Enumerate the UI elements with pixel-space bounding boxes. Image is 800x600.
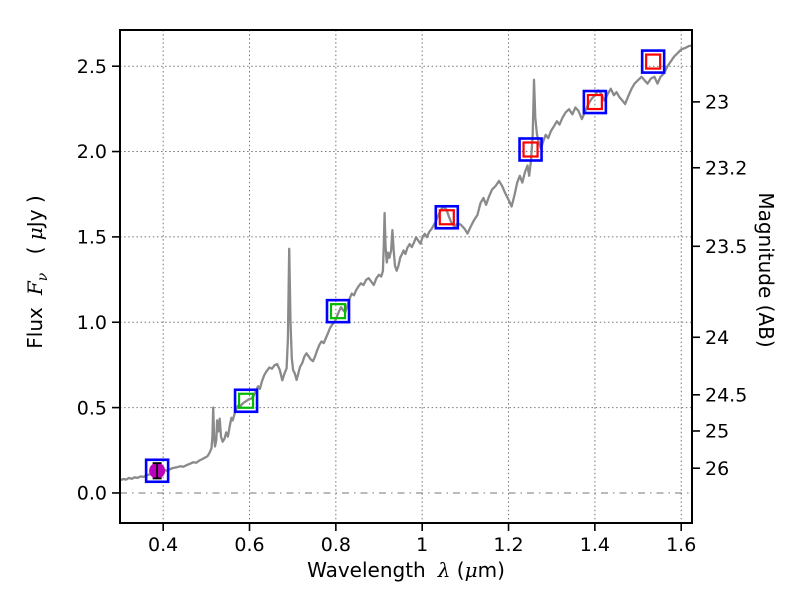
lambda-symbol: λ bbox=[437, 558, 451, 582]
x-axis-label: Wavelength λ (μm) bbox=[206, 558, 606, 582]
magnitude-tick-label: 26 bbox=[705, 458, 729, 480]
photometry-inner-square bbox=[586, 93, 603, 111]
photometry-inner-square bbox=[329, 303, 347, 320]
photometry-outer-square bbox=[518, 137, 543, 162]
y-tick-label: 0.0 bbox=[77, 483, 107, 505]
magnitude-tick-label: 24 bbox=[705, 327, 729, 349]
magnitude-tick-label: 24.5 bbox=[705, 384, 747, 406]
y-axis-unit-open: ( bbox=[23, 240, 47, 255]
y-axis-label-left: Flux Fν ( μJy ) bbox=[23, 72, 51, 472]
magnitude-tick-label: 23 bbox=[705, 92, 729, 114]
model-spectrum-line bbox=[120, 44, 692, 482]
magnitude-tick-label: 25 bbox=[705, 421, 729, 443]
x-tick-label: 1.6 bbox=[666, 534, 696, 556]
photometry-outer-square bbox=[325, 298, 351, 324]
y-axis-label-right: Magnitude (AB) bbox=[754, 192, 778, 348]
magnitude-tick-label: 23.5 bbox=[705, 236, 747, 258]
photometry-inner-square bbox=[645, 53, 662, 70]
nu-subscript: ν bbox=[35, 272, 51, 282]
x-tick-label: 1.2 bbox=[493, 534, 523, 556]
x-tick-label: 0.4 bbox=[148, 534, 178, 556]
photometry-outer-square bbox=[434, 204, 460, 230]
y-tick-label: 2.0 bbox=[77, 141, 107, 163]
x-tick-label: 1 bbox=[416, 534, 428, 556]
x-axis-unit-open: ( bbox=[456, 558, 465, 582]
photometry-outer-square bbox=[233, 388, 259, 414]
photometry-outer-square bbox=[640, 49, 666, 74]
x-tick-label: 1.4 bbox=[580, 534, 610, 556]
y-tick-label: 1.5 bbox=[77, 227, 107, 249]
y-tick-label: 1.0 bbox=[77, 312, 107, 334]
x-tick-label: 0.8 bbox=[321, 534, 351, 556]
y-tick-label: 0.5 bbox=[77, 397, 107, 419]
photometry-inner-square bbox=[438, 209, 455, 226]
photometry-inner-square bbox=[522, 141, 539, 158]
x-axis-label-text: Wavelength bbox=[307, 558, 426, 582]
y-tick-label: 2.5 bbox=[77, 56, 107, 78]
mu-symbol-y: μ bbox=[23, 227, 47, 241]
magnitude-tick-label: 23.2 bbox=[705, 157, 747, 179]
y-axis-unit-close: Jy ) bbox=[23, 195, 47, 228]
plot-frame bbox=[119, 29, 693, 524]
x-axis-unit-close: m) bbox=[477, 558, 505, 582]
photometry-outer-square bbox=[582, 89, 608, 115]
flux-symbol: F bbox=[23, 281, 47, 296]
photometry-outer-square bbox=[144, 458, 170, 484]
x-tick-label: 0.6 bbox=[234, 534, 264, 556]
mu-symbol-x: μ bbox=[464, 558, 478, 582]
y-axis-label-text: Flux bbox=[23, 307, 47, 349]
photometry-inner-square bbox=[237, 392, 255, 409]
